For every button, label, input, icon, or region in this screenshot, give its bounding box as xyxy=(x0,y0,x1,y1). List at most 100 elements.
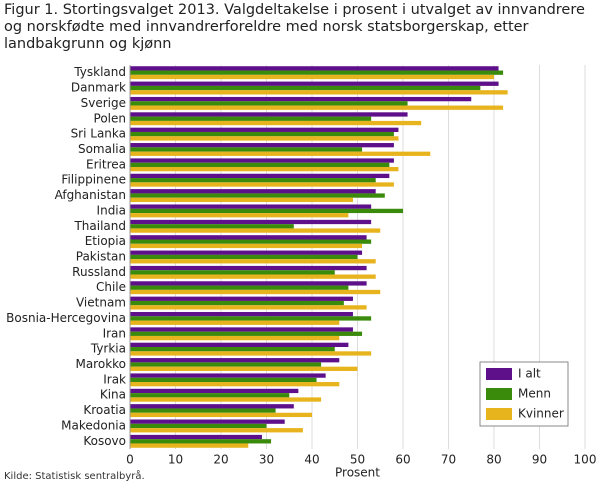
bar xyxy=(130,66,499,71)
y-tick-label: Tyrkia xyxy=(90,342,126,356)
bar xyxy=(130,81,499,86)
bar xyxy=(130,393,290,398)
x-tick-label: 100 xyxy=(574,453,597,467)
bar xyxy=(130,382,340,387)
bar xyxy=(130,404,294,409)
bar xyxy=(130,281,367,286)
x-axis-label: Prosent xyxy=(335,466,380,480)
y-tick-label: Danmark xyxy=(71,81,126,95)
bar xyxy=(130,208,403,214)
bar xyxy=(130,311,353,317)
y-tick-label: Bosnia-Hercegovina xyxy=(6,311,126,325)
bar xyxy=(130,116,372,121)
bar xyxy=(130,112,408,117)
y-tick-label: Thailand xyxy=(73,219,126,233)
x-tick-label: 30 xyxy=(259,453,274,467)
bar xyxy=(130,189,376,194)
bar xyxy=(130,197,353,203)
bar xyxy=(130,105,504,110)
y-tick-label: Afghanistan xyxy=(55,188,126,202)
x-tick-label: 70 xyxy=(441,453,456,467)
y-tick-label: Kina xyxy=(100,388,126,402)
bar xyxy=(130,351,372,356)
bar xyxy=(130,219,372,225)
bar xyxy=(130,90,508,95)
x-tick-label: 50 xyxy=(350,453,365,467)
bar xyxy=(130,366,358,371)
bar xyxy=(130,443,249,448)
y-tick-label: Kroatia xyxy=(83,403,126,417)
y-tick-label: Makedonia xyxy=(61,418,126,432)
bar xyxy=(130,408,276,413)
y-tick-label: Etiopia xyxy=(85,234,126,248)
bar xyxy=(130,147,363,152)
y-tick-label: Pakistan xyxy=(76,250,126,264)
bar xyxy=(130,289,381,295)
bar xyxy=(130,327,353,332)
y-tick-label: Irak xyxy=(103,372,126,386)
legend-swatch xyxy=(486,408,512,420)
bar xyxy=(130,204,372,209)
bar xyxy=(130,254,358,260)
bar xyxy=(130,373,326,378)
x-tick-label: 60 xyxy=(395,453,410,467)
bar xyxy=(130,96,472,102)
bar xyxy=(130,412,312,418)
y-tick-label: Russland xyxy=(72,265,126,279)
bar xyxy=(130,428,303,433)
legend-swatch xyxy=(486,368,512,380)
bar xyxy=(130,120,422,126)
bar xyxy=(130,182,394,187)
bar xyxy=(130,358,340,363)
x-tick-label: 0 xyxy=(126,453,134,467)
legend-swatch xyxy=(486,388,512,400)
bar xyxy=(130,213,349,218)
bar xyxy=(130,193,385,198)
bar xyxy=(130,316,372,321)
chart-title: Figur 1. Stortingsvalget 2013. Valgdelta… xyxy=(4,2,585,52)
x-tick-label: 40 xyxy=(304,453,319,467)
source: Kilde: Statistisk sentralbyrå. xyxy=(4,471,145,482)
bar xyxy=(130,178,376,183)
bar xyxy=(130,274,376,279)
y-tick-label: Filippinene xyxy=(61,173,126,187)
bar xyxy=(130,419,285,424)
bar xyxy=(130,265,367,271)
bar xyxy=(130,85,481,91)
bar xyxy=(130,331,363,336)
bar xyxy=(130,70,504,75)
bar xyxy=(130,439,272,444)
x-tick-label: 90 xyxy=(532,453,547,467)
bar xyxy=(130,127,399,132)
bar xyxy=(130,74,494,80)
bar xyxy=(130,166,399,172)
x-tick-label: 80 xyxy=(486,453,501,467)
y-tick-label: Polen xyxy=(94,111,126,125)
bar xyxy=(130,239,372,244)
y-tick-label: Iran xyxy=(103,326,126,340)
bar xyxy=(130,300,344,306)
bar xyxy=(130,285,349,290)
bar xyxy=(130,228,381,233)
y-tick-label: Marokko xyxy=(75,357,126,371)
bar xyxy=(130,224,294,229)
bar xyxy=(130,136,399,141)
bar xyxy=(130,434,262,440)
bar xyxy=(130,388,299,394)
bar xyxy=(130,235,367,240)
bar xyxy=(130,335,340,341)
bar xyxy=(130,101,408,106)
bar xyxy=(130,320,340,325)
bar xyxy=(130,305,367,310)
bar xyxy=(130,158,394,163)
legend-label: Kvinner xyxy=(518,407,564,421)
bar xyxy=(130,296,353,301)
y-tick-label: Kosovo xyxy=(83,434,126,448)
bar xyxy=(130,131,394,137)
bar xyxy=(130,347,335,352)
bar xyxy=(130,423,267,429)
bar xyxy=(130,377,317,383)
bar xyxy=(130,151,431,156)
